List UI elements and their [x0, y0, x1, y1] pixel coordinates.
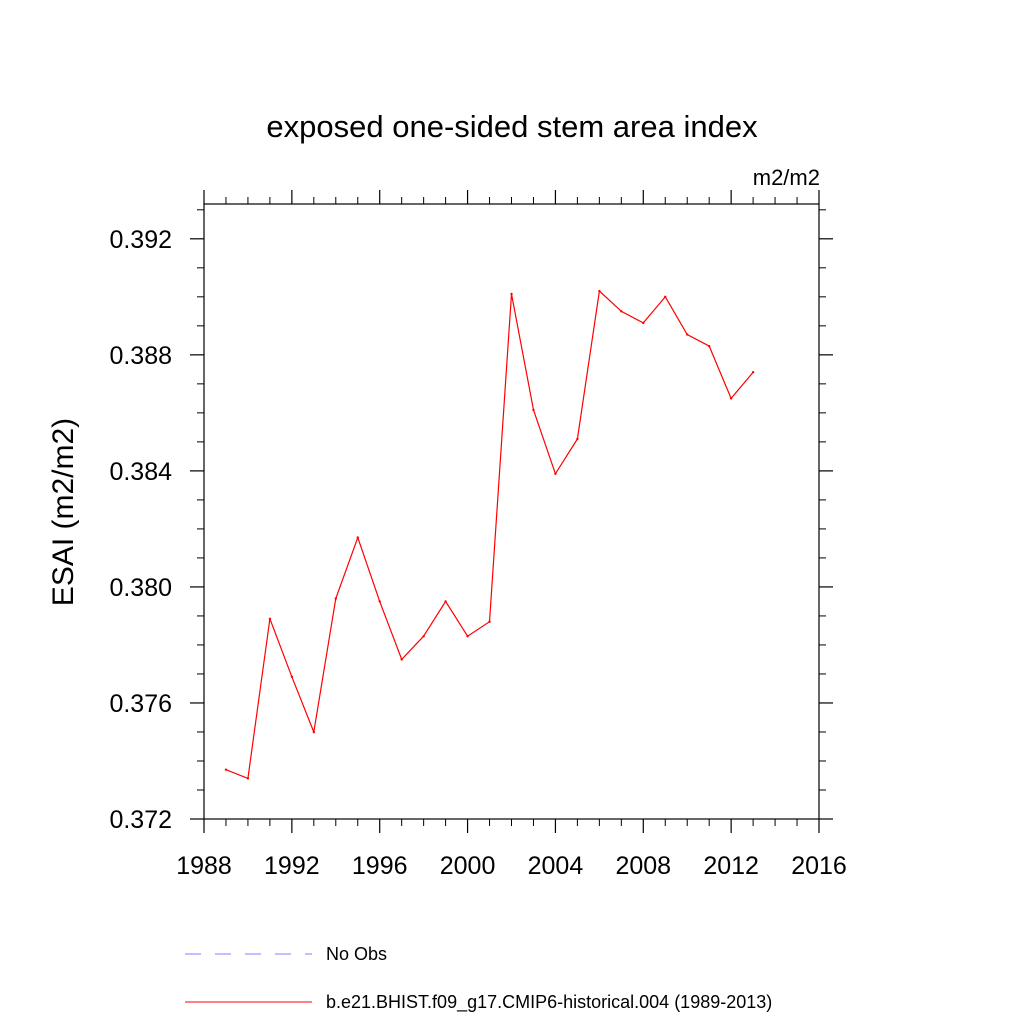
data-point [707, 344, 711, 348]
y-tick-label: 0.376 [109, 690, 172, 718]
data-point [290, 675, 294, 679]
x-tick-label: 2008 [615, 852, 671, 880]
data-point [488, 620, 491, 623]
x-tick-label: 1992 [264, 852, 320, 880]
data-point [224, 768, 228, 771]
data-point [334, 597, 337, 600]
x-axis: 1988 1992 1996 2000 2004 2008 2012 2016 [176, 190, 847, 880]
y-axis: 0.372 0.376 0.380 0.384 0.388 0.392 [109, 226, 833, 834]
data-point [664, 295, 667, 299]
legend-label-model: b.e21.BHIST.f09_g17.CMIP6-historical.004… [326, 992, 772, 1013]
x-tick-label: 1988 [176, 852, 232, 880]
units-label: m2/m2 [753, 165, 820, 190]
y-tick-label: 0.384 [109, 458, 172, 486]
data-point [510, 292, 513, 296]
data-point [246, 777, 250, 780]
y-tick-label: 0.372 [109, 806, 172, 834]
data-point [444, 600, 447, 603]
legend-label-no-obs: No Obs [326, 944, 387, 964]
data-point [729, 397, 733, 400]
x-tick-label: 2016 [791, 852, 847, 880]
data-point [576, 437, 579, 441]
y-tick-label: 0.392 [109, 226, 172, 254]
data-point [356, 536, 359, 539]
data-point [554, 472, 557, 475]
data-point [378, 600, 381, 603]
data-point [751, 371, 755, 374]
y-tick-label: 0.388 [109, 342, 172, 370]
minor-ticks [197, 197, 826, 826]
data-point [466, 635, 469, 638]
data-point [642, 321, 645, 325]
x-tick-label: 2012 [703, 852, 759, 880]
data-point [532, 408, 535, 412]
y-tick-label: 0.380 [109, 574, 172, 602]
x-tick-label: 2000 [440, 852, 496, 880]
y-axis-label: ESAI (m2/m2) [47, 418, 80, 606]
data-point [312, 730, 316, 734]
legend: No Obs b.e21.BHIST.f09_g17.CMIP6-histori… [185, 944, 772, 1013]
series-layer [224, 289, 755, 780]
data-point [620, 310, 623, 313]
series-line [225, 289, 754, 780]
x-tick-label: 1996 [352, 852, 408, 880]
data-point [598, 289, 601, 293]
data-point [268, 617, 272, 621]
chart-title: exposed one-sided stem area index [266, 109, 758, 144]
data-point [400, 658, 403, 661]
data-point [686, 333, 689, 336]
x-tick-label: 2004 [528, 852, 584, 880]
data-point [422, 635, 425, 638]
